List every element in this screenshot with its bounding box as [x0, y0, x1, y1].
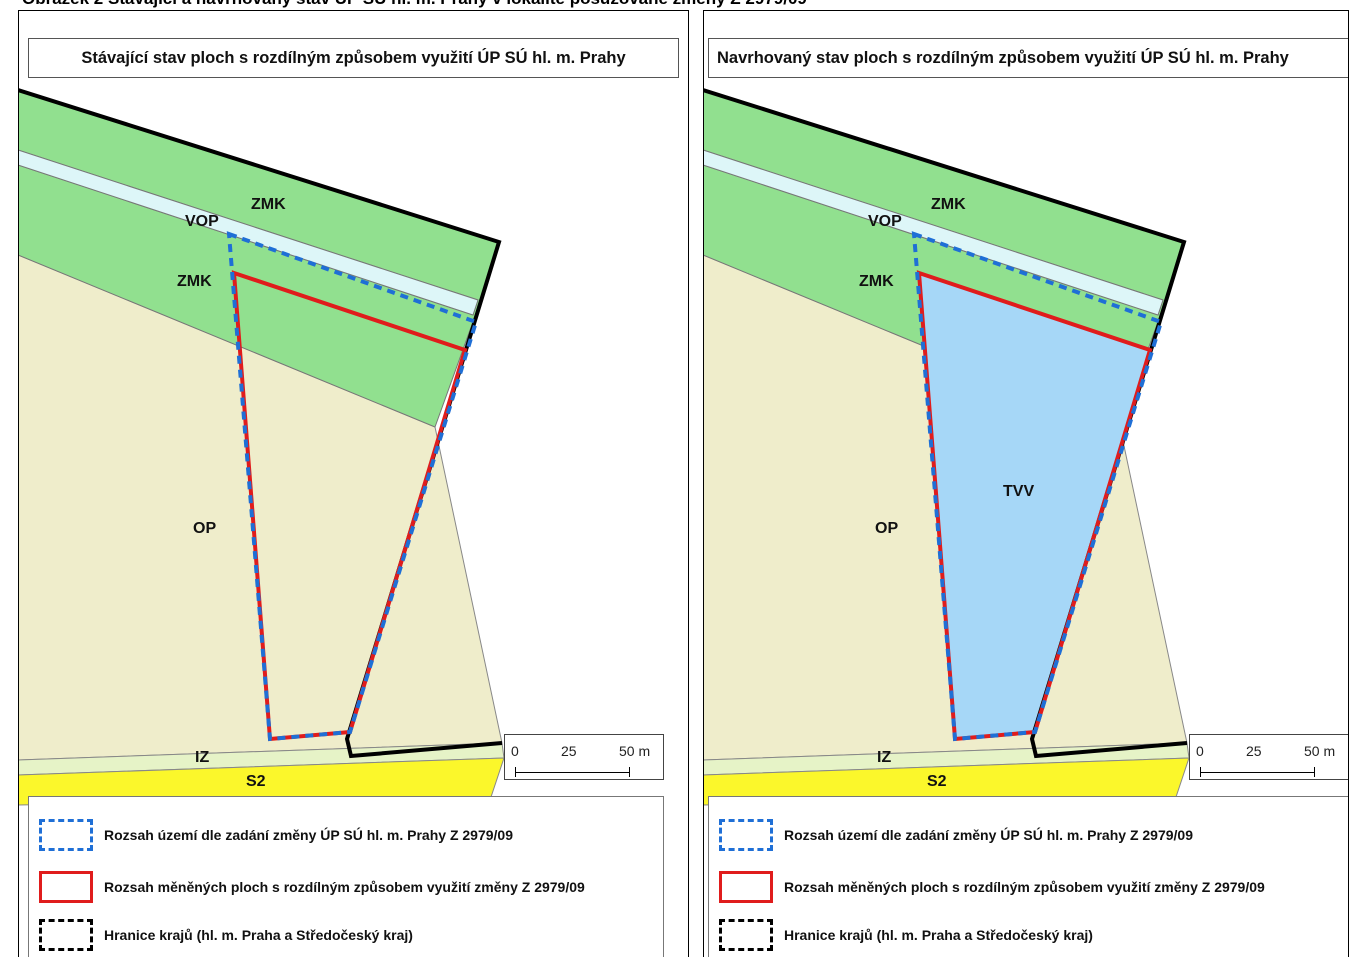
legend-text-boundary: Hranice krajů (hl. m. Praha a Středočesk…: [104, 927, 413, 943]
legend-text-assignment: Rozsah území dle zadání změny ÚP SÚ hl. …: [104, 827, 513, 843]
map-panel-proposed: ZMK VOP ZMK OP TVV IZ S2 Navrhovaný stav…: [703, 10, 1349, 957]
black-dashed-rect-icon: [719, 919, 773, 951]
scale-line: [1200, 772, 1315, 773]
assignment-area-outline: [911, 231, 1164, 742]
label-iz: IZ: [877, 749, 892, 766]
legend: Rozsah území dle zadání změny ÚP SÚ hl. …: [28, 796, 664, 957]
figure-caption: Obrázek 2 Stávající a navrhovaný stav ÚP…: [22, 0, 807, 9]
scale-tick-mark-start: [1200, 767, 1201, 777]
scale-tick-mark-end: [629, 767, 630, 777]
label-s2: S2: [927, 773, 947, 790]
label-zmk-top: ZMK: [931, 196, 966, 213]
scale-tick-0: 0: [1196, 743, 1204, 759]
legend-text-boundary: Hranice krajů (hl. m. Praha a Středočesk…: [784, 927, 1093, 943]
label-s2: S2: [246, 773, 266, 790]
scale-bar: 0 25 50 m: [504, 734, 664, 780]
map-panel-current: ZMK VOP ZMK OP IZ S2 Stávající stav ploc…: [18, 10, 689, 957]
label-zmk-left: ZMK: [177, 273, 212, 290]
blue-dashed-rect-icon: [719, 819, 773, 851]
scale-bar: 0 25 50 m: [1189, 734, 1349, 780]
legend-item-change: Rozsah měněných ploch s rozdílným způsob…: [709, 867, 1349, 911]
legend-item-boundary: Hranice krajů (hl. m. Praha a Středočesk…: [29, 915, 663, 957]
legend-text-assignment: Rozsah území dle zadání změny ÚP SÚ hl. …: [784, 827, 1193, 843]
red-rect-icon: [39, 871, 93, 903]
label-op: OP: [193, 520, 217, 537]
zone-vop: [18, 149, 479, 316]
black-dashed-rect-icon: [39, 919, 93, 951]
scale-line: [515, 772, 630, 773]
label-iz: IZ: [195, 749, 210, 766]
zone-tvv: [919, 273, 1150, 739]
label-vop: VOP: [185, 213, 219, 230]
region-boundary-line: [18, 88, 503, 759]
map-canvas-current: [18, 88, 505, 806]
label-tvv: TVV: [1003, 483, 1035, 500]
scale-tick-25: 25: [561, 743, 577, 759]
legend-item-assignment: Rozsah území dle zadání změny ÚP SÚ hl. …: [709, 815, 1349, 859]
scale-tick-mark-start: [515, 767, 516, 777]
legend-item-boundary: Hranice krajů (hl. m. Praha a Středočesk…: [709, 915, 1349, 957]
scale-tick-0: 0: [511, 743, 519, 759]
legend-text-change: Rozsah měněných ploch s rozdílným způsob…: [784, 879, 1265, 895]
label-vop: VOP: [868, 213, 902, 230]
assignment-area-outline: [226, 231, 479, 742]
panel-title-current: Stávající stav ploch s rozdílným způsobe…: [28, 38, 679, 78]
red-rect-icon: [719, 871, 773, 903]
scale-tick-mark-end: [1314, 767, 1315, 777]
legend-item-change: Rozsah měněných ploch s rozdílným způsob…: [29, 867, 663, 911]
region-boundary-line: [703, 88, 1188, 759]
map-canvas-proposed: [703, 88, 1190, 806]
legend: Rozsah území dle zadání změny ÚP SÚ hl. …: [708, 796, 1349, 957]
label-zmk-top: ZMK: [251, 196, 286, 213]
scale-tick-50: 50 m: [1304, 743, 1336, 759]
legend-text-change: Rozsah měněných ploch s rozdílným způsob…: [104, 879, 585, 895]
legend-item-assignment: Rozsah území dle zadání změny ÚP SÚ hl. …: [29, 815, 663, 859]
scale-tick-25: 25: [1246, 743, 1262, 759]
blue-dashed-rect-icon: [39, 819, 93, 851]
label-zmk-left: ZMK: [859, 273, 894, 290]
panel-title-proposed: Navrhovaný stav ploch s rozdílným způsob…: [708, 38, 1349, 78]
scale-tick-50: 50 m: [619, 743, 651, 759]
zone-vop: [703, 149, 1164, 316]
label-op: OP: [875, 520, 899, 537]
